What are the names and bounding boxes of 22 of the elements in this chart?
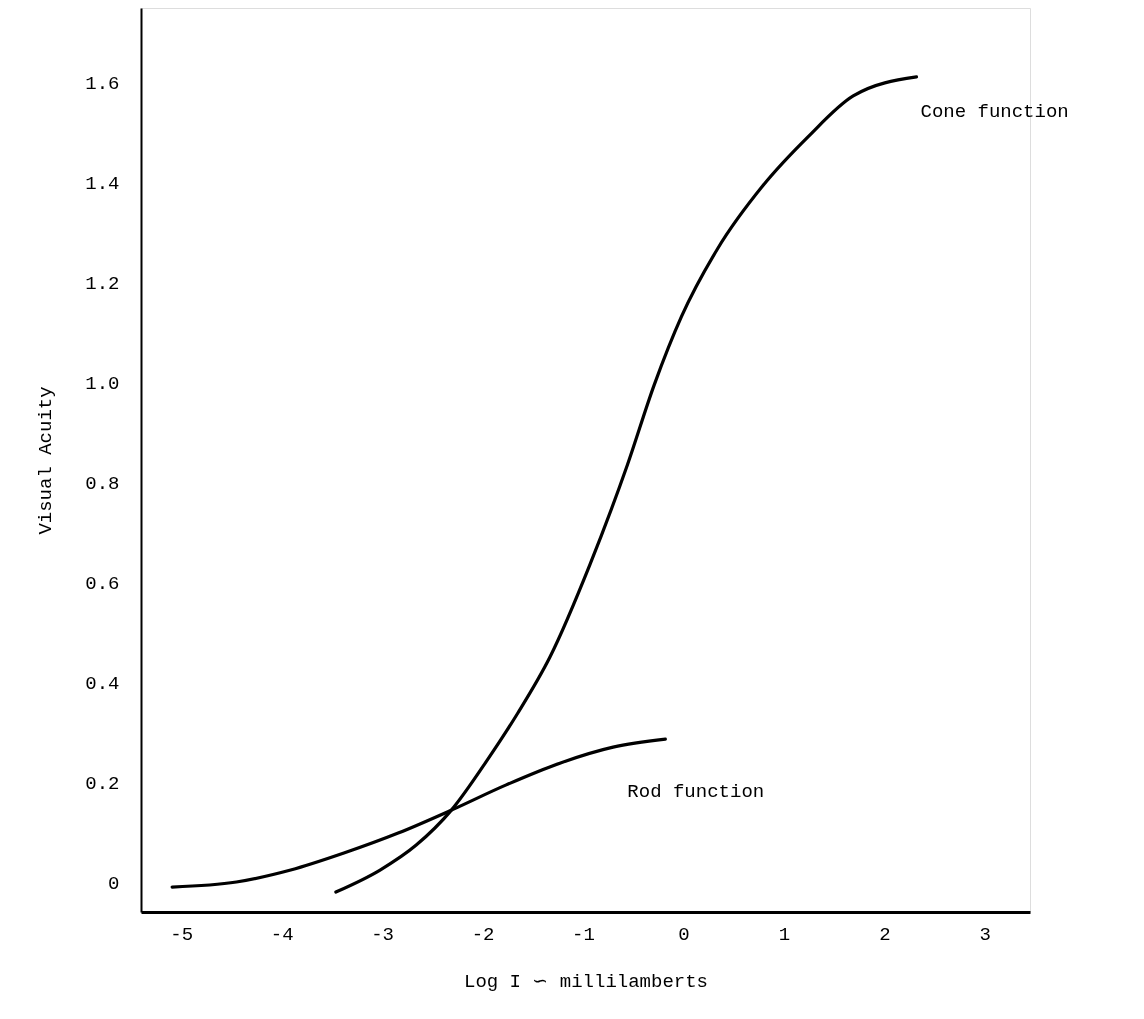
y-tick-label: 1.2 <box>85 273 120 296</box>
y-tick-label: 1.4 <box>85 173 120 196</box>
series-label: Rod function <box>627 781 765 804</box>
y-tick-label: 0.2 <box>85 772 120 795</box>
x-tick-label: 0 <box>678 923 690 946</box>
x-tick-label: 3 <box>979 923 991 946</box>
x-tick-label: -3 <box>371 923 394 946</box>
x-axis-title: Log I ∽ millilamberts <box>463 970 709 993</box>
x-tick-label: 1 <box>778 923 791 946</box>
y-tick-label: 0.8 <box>85 472 120 495</box>
y-axis-title: Visual Acuity <box>35 386 58 535</box>
x-tick-label: 2 <box>879 923 891 946</box>
y-tick-label: 1.6 <box>85 73 120 96</box>
y-tick-label: 0.4 <box>85 672 120 695</box>
y-tick-label: 1.0 <box>85 373 120 396</box>
y-tick-label: 0.6 <box>85 572 120 595</box>
x-tick-label: -4 <box>270 923 294 946</box>
x-tick-label: -1 <box>572 923 595 946</box>
y-tick-label: 0 <box>108 872 120 895</box>
x-tick-label: -2 <box>471 923 495 946</box>
series-label: Cone function <box>920 100 1069 123</box>
x-tick-label: -5 <box>170 923 194 946</box>
